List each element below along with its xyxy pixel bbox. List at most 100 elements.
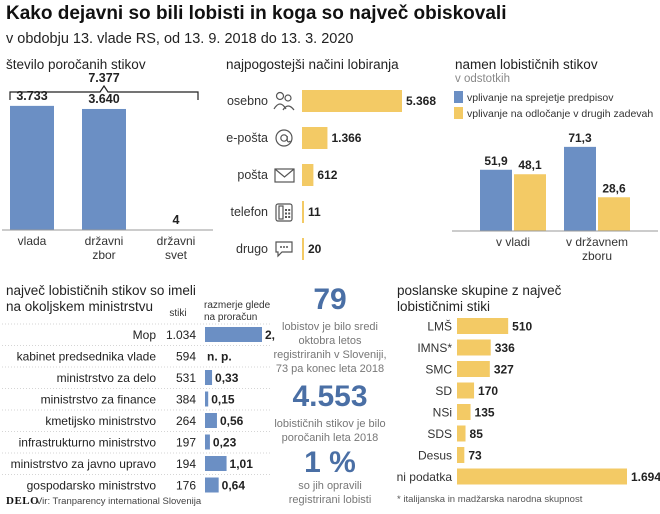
ministry-name: kmetijsko ministrstvo (45, 414, 156, 428)
parties-title-line2: lobističnimi stiki (397, 299, 491, 314)
party-label: LMŠ (427, 319, 452, 334)
method-bar (302, 238, 304, 260)
method-category-label: e-pošta (226, 131, 268, 145)
icon-shape (280, 134, 288, 142)
purpose-category-label: v državnem (566, 235, 628, 249)
ministry-contacts: 176 (176, 479, 196, 493)
ministries-table: stiki razmerje glede na proračun Mop 1.03… (2, 300, 275, 493)
method-value-label: 612 (317, 168, 337, 182)
icon-shape (274, 168, 295, 178)
party-value-label: 327 (494, 363, 514, 377)
parties-title-line1: poslanske skupine z največ (397, 283, 562, 298)
icon-shape (280, 246, 282, 248)
methods-panel-title: najpogostejši načini lobiranja (226, 57, 399, 72)
contacts-value-label: 3.640 (88, 92, 119, 106)
total-bracket (9, 84, 199, 100)
party-bar (457, 404, 471, 420)
party-label: SD (435, 384, 452, 398)
fact-line: poročanih leta 2018 (281, 432, 379, 444)
party-label: IMNS* (417, 341, 452, 355)
ratio-label: 2,67 (265, 328, 275, 342)
fact-text-percent: so jih opravili registrirani lobisti (270, 479, 390, 507)
legend-swatch (454, 107, 463, 119)
legend-swatch (454, 91, 463, 103)
fact-line: 73 pa konec leta 2018 (275, 363, 385, 375)
purpose-value-label: 71,3 (568, 131, 592, 145)
contacts-category-label: svet (165, 248, 188, 262)
icon-shape (285, 212, 287, 215)
legend-label: vplivanje na sprejetje predpisov (467, 92, 614, 104)
icon-shape (283, 246, 285, 248)
icon-shape (288, 209, 291, 211)
method-bar (302, 90, 402, 112)
ratio-label: 0,23 (213, 436, 237, 450)
fact-line: registrirani lobisti (288, 494, 372, 506)
icon-shape (275, 129, 293, 147)
ministry-name: gospodarsko ministrstvo (27, 479, 157, 493)
ratio-bar (205, 477, 219, 493)
ratio-bar (205, 434, 210, 450)
party-value-label: 73 (468, 449, 482, 463)
method-category-label: osebno (227, 94, 268, 108)
delo-logo: DELO (6, 495, 40, 507)
ministries-title-line2: na okoljskem ministrstvu (6, 299, 154, 314)
purpose-bar (564, 146, 596, 231)
icon-shape (278, 205, 284, 220)
purpose-category-label: v vladi (496, 235, 530, 249)
methods-chart: osebno 5.368 e-pošta 1.366 pošta 612 telefon 11… (226, 90, 436, 260)
page-subtitle: v obdobju 13. vlade RS, od 13. 9. 2018 d… (6, 31, 354, 47)
ministry-contacts: 384 (176, 393, 196, 407)
icon-shape (285, 216, 287, 218)
method-value-label: 1.366 (331, 131, 361, 145)
method-value-label: 20 (308, 242, 322, 256)
ratio-bar (205, 391, 209, 407)
contacts-panel-title: število poročanih stikov (6, 57, 146, 72)
party-bar (457, 382, 475, 399)
ministry-name: ministrstvo za finance (41, 393, 157, 407)
facts-panel: 79 lobistov je bilo sredi oktobra letos … (270, 283, 390, 506)
ratio-bar (205, 327, 262, 342)
purpose-category-label: zboru (582, 249, 612, 263)
party-value-label: 85 (470, 427, 484, 441)
party-label: NSi (433, 406, 452, 420)
fact-number-contacts: 4.553 (292, 380, 368, 413)
parties-footnote: * italijanska in madžarska narodna skupn… (397, 494, 583, 505)
icon-shape (285, 209, 287, 211)
ministry-name: Mop (133, 328, 157, 342)
icon-shape (275, 91, 285, 101)
ratio-bar (205, 456, 227, 471)
purpose-bar (480, 169, 512, 231)
fact-line: registriranih v Sloveniji, (273, 349, 387, 361)
purpose-value-label: 48,1 (518, 158, 542, 172)
ratio-label: n. p. (207, 350, 232, 364)
icon-shape (274, 168, 295, 183)
party-bar (457, 339, 491, 356)
method-category-label: telefon (230, 205, 268, 219)
legend-label: vplivanje na odločanje v drugih zadevah (467, 108, 653, 120)
contacts-value-label: 4 (173, 213, 180, 227)
purpose-value-label: 28,6 (602, 181, 626, 195)
fact-line: lobistov je bilo sredi (282, 321, 378, 333)
purpose-bar (514, 174, 546, 231)
ministry-contacts: 1.034 (166, 328, 196, 342)
source-note: Vir: Tranparency international Slovenija (36, 496, 202, 507)
method-bar (302, 164, 314, 186)
contacts-value-label: 3.733 (16, 89, 47, 103)
contacts-category-label: zbor (92, 248, 115, 262)
icon-shape (282, 105, 295, 111)
ratio-label: 0,64 (222, 479, 246, 493)
party-value-label: 170 (478, 384, 498, 398)
phone-icon (275, 203, 293, 222)
fact-line: oktobra letos (298, 335, 362, 347)
method-value-label: 11 (308, 205, 321, 219)
col-contacts-header: stiki (169, 308, 186, 319)
ratio-label: 0,15 (211, 393, 235, 407)
ministry-contacts: 594 (176, 350, 196, 364)
contacts-bar (10, 105, 54, 230)
icon-shape (286, 136, 291, 143)
icon-shape (288, 216, 291, 218)
method-category-label: pošta (237, 168, 268, 182)
party-value-label: 510 (512, 320, 532, 334)
fact-line: lobističnih stikov je bilo (274, 418, 386, 430)
contacts-bar (82, 108, 126, 230)
